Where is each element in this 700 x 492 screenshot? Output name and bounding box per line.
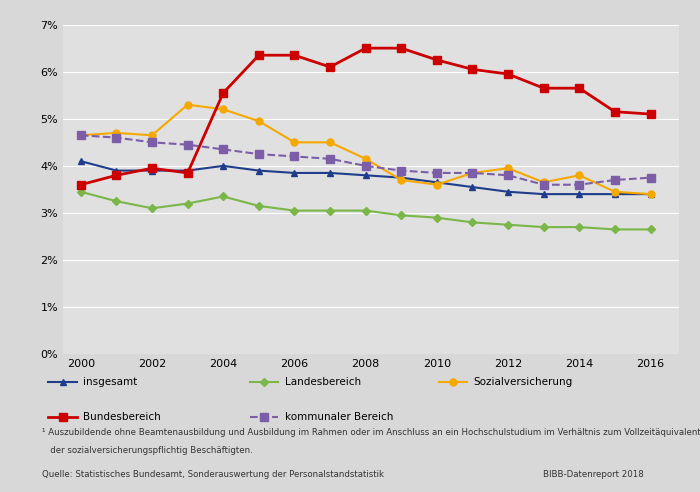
Landesbereich [255, 203, 263, 209]
kommunaler Bereich [646, 175, 654, 181]
Sozialversicherung [397, 177, 405, 183]
insgesamt [610, 191, 619, 197]
Bundesbereich [397, 45, 405, 51]
Sozialversicherung [148, 132, 156, 138]
insgesamt [255, 168, 263, 174]
Sozialversicherung [183, 102, 192, 108]
insgesamt [468, 184, 477, 190]
Sozialversicherung [326, 139, 335, 145]
Text: Bundesbereich: Bundesbereich [83, 412, 161, 422]
Bundesbereich [504, 71, 512, 77]
Line: Sozialversicherung: Sozialversicherung [77, 101, 654, 198]
insgesamt [290, 170, 299, 176]
Sozialversicherung [433, 182, 441, 187]
Bundesbereich [219, 90, 228, 96]
insgesamt [433, 180, 441, 185]
insgesamt [575, 191, 584, 197]
insgesamt [183, 168, 192, 174]
Text: Landesbereich: Landesbereich [284, 377, 360, 387]
Line: kommunaler Bereich: kommunaler Bereich [76, 131, 654, 189]
Text: BIBB-Datenreport 2018: BIBB-Datenreport 2018 [543, 470, 644, 479]
Sozialversicherung [76, 132, 85, 138]
kommunaler Bereich [361, 163, 370, 169]
Sozialversicherung [575, 172, 584, 178]
insgesamt [112, 168, 120, 174]
Sozialversicherung [361, 156, 370, 162]
kommunaler Bereich [540, 182, 548, 187]
kommunaler Bereich [290, 154, 299, 159]
insgesamt [540, 191, 548, 197]
Text: kommunaler Bereich: kommunaler Bereich [284, 412, 393, 422]
Landesbereich [183, 201, 192, 207]
Bundesbereich [112, 172, 120, 178]
Bundesbereich [290, 52, 299, 58]
Landesbereich [433, 215, 441, 220]
Landesbereich [646, 226, 654, 232]
Bundesbereich [183, 170, 192, 176]
Sozialversicherung [646, 191, 654, 197]
Line: Bundesbereich: Bundesbereich [76, 44, 654, 189]
insgesamt [397, 175, 405, 181]
Landesbereich [290, 208, 299, 214]
kommunaler Bereich [397, 168, 405, 174]
Landesbereich [361, 208, 370, 214]
insgesamt [361, 172, 370, 178]
kommunaler Bereich [575, 182, 584, 187]
Sozialversicherung [468, 170, 477, 176]
insgesamt [219, 163, 228, 169]
kommunaler Bereich [183, 142, 192, 148]
Text: Sozialversicherung: Sozialversicherung [473, 377, 573, 387]
insgesamt [326, 170, 335, 176]
Landesbereich [468, 219, 477, 225]
kommunaler Bereich [433, 170, 441, 176]
Bundesbereich [575, 85, 584, 91]
Text: Quelle: Statistisches Bundesamt, Sonderauswertung der Personalstandstatistik: Quelle: Statistisches Bundesamt, Sondera… [42, 470, 384, 479]
kommunaler Bereich [610, 177, 619, 183]
Landesbereich [610, 226, 619, 232]
Sozialversicherung [112, 130, 120, 136]
insgesamt [76, 158, 85, 164]
Text: insgesamt: insgesamt [83, 377, 137, 387]
Landesbereich [504, 222, 512, 228]
Line: Landesbereich: Landesbereich [78, 189, 653, 232]
Bundesbereich [361, 45, 370, 51]
Bundesbereich [326, 64, 335, 70]
Bundesbereich [255, 52, 263, 58]
Bundesbereich [540, 85, 548, 91]
Text: ¹ Auszubildende ohne Beamtenausbildung und Ausbildung im Rahmen oder im Anschlus: ¹ Auszubildende ohne Beamtenausbildung u… [42, 429, 700, 437]
Text: der sozialversicherungspflichtig Beschäftigten.: der sozialversicherungspflichtig Beschäf… [42, 446, 253, 455]
Bundesbereich [646, 111, 654, 117]
Landesbereich [397, 213, 405, 218]
Sozialversicherung [290, 139, 299, 145]
insgesamt [148, 168, 156, 174]
Landesbereich [76, 189, 85, 195]
Sozialversicherung [504, 165, 512, 171]
kommunaler Bereich [326, 156, 335, 162]
kommunaler Bereich [219, 147, 228, 153]
kommunaler Bereich [468, 170, 477, 176]
Landesbereich [112, 198, 120, 204]
Landesbereich [540, 224, 548, 230]
insgesamt [504, 189, 512, 195]
Landesbereich [575, 224, 584, 230]
Sozialversicherung [255, 118, 263, 124]
Landesbereich [148, 205, 156, 211]
Line: insgesamt: insgesamt [77, 158, 654, 198]
Bundesbereich [148, 165, 156, 171]
Bundesbereich [610, 109, 619, 115]
kommunaler Bereich [76, 132, 85, 138]
Bundesbereich [468, 66, 477, 72]
Sozialversicherung [540, 180, 548, 185]
kommunaler Bereich [112, 135, 120, 141]
kommunaler Bereich [255, 151, 263, 157]
Sozialversicherung [219, 106, 228, 112]
Bundesbereich [76, 182, 85, 187]
Bundesbereich [433, 57, 441, 63]
Landesbereich [219, 193, 228, 199]
Sozialversicherung [610, 189, 619, 195]
insgesamt [646, 191, 654, 197]
kommunaler Bereich [504, 172, 512, 178]
Landesbereich [326, 208, 335, 214]
kommunaler Bereich [148, 139, 156, 145]
